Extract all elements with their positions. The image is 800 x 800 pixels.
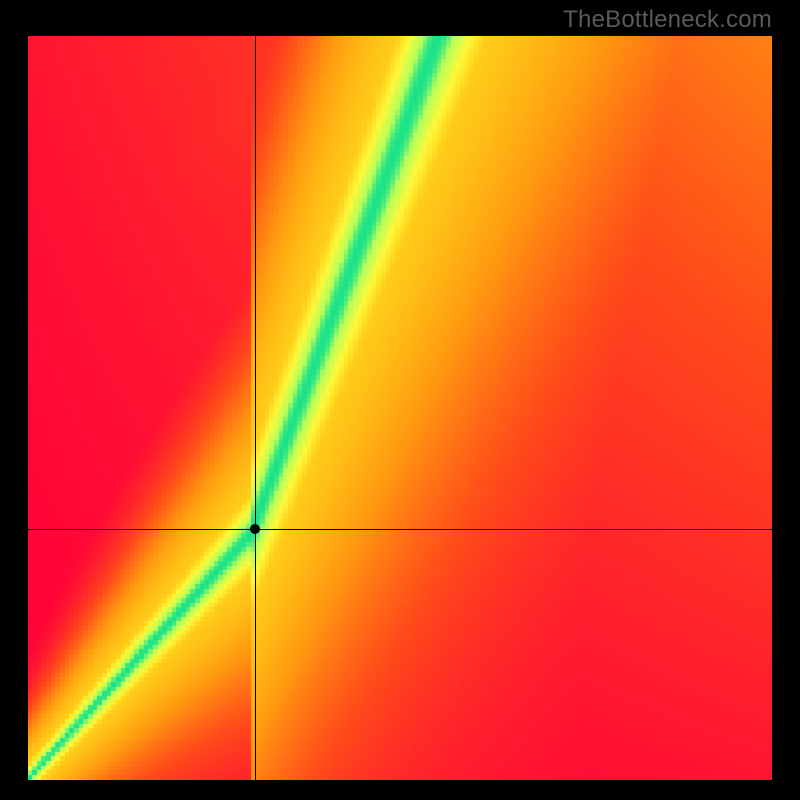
crosshair-horizontal	[28, 529, 772, 530]
chart-container: TheBottleneck.com	[0, 0, 800, 800]
crosshair-marker	[250, 524, 260, 534]
crosshair-vertical	[255, 36, 256, 780]
heatmap-plot	[28, 36, 772, 780]
heatmap-canvas	[28, 36, 772, 780]
watermark-text: TheBottleneck.com	[563, 6, 772, 34]
